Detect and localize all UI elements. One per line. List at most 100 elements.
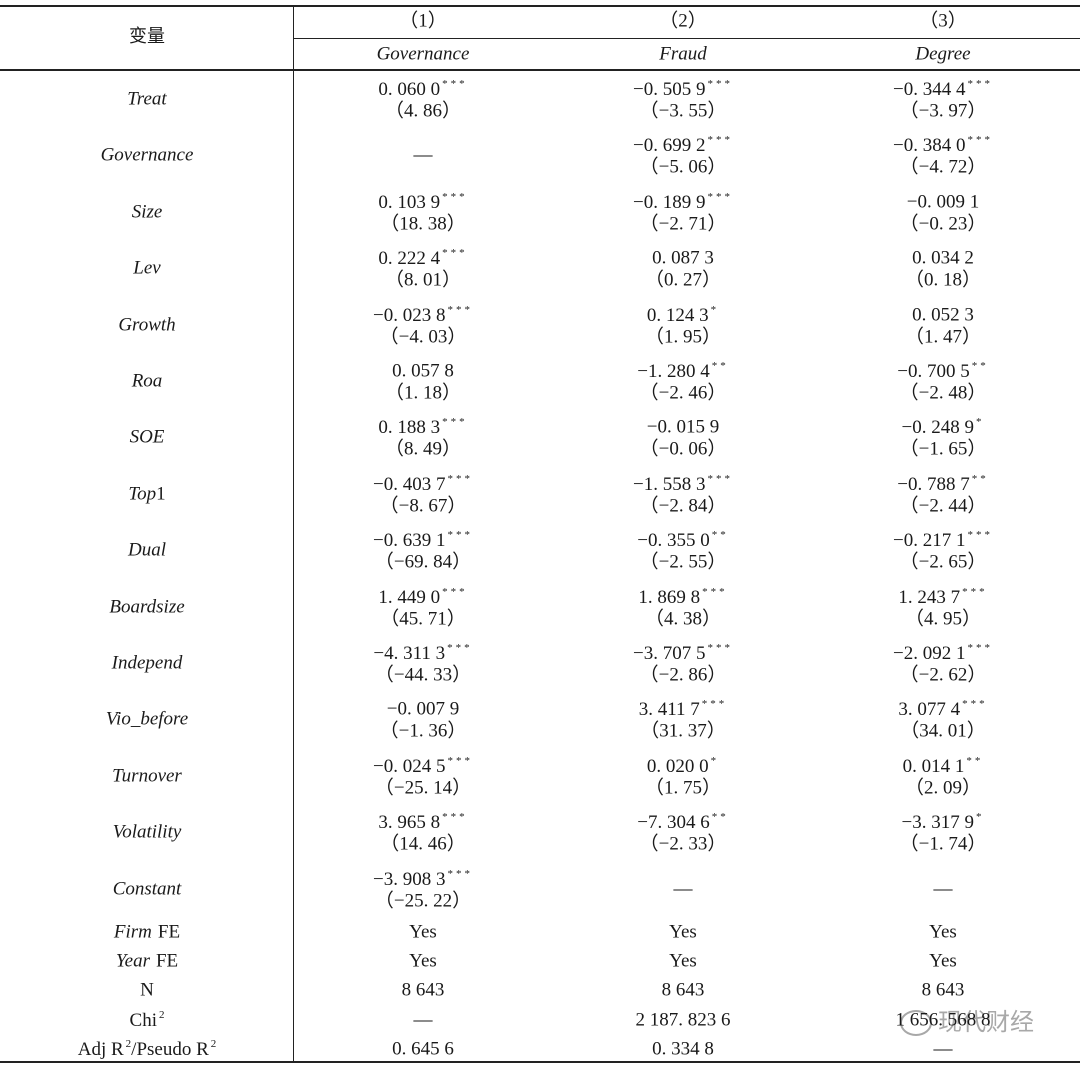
coefficient: 0. 014 1 ** (902, 754, 984, 777)
coefficient-text: Yes (409, 921, 437, 942)
label-part: Adj R (77, 1039, 124, 1061)
coefficient-text: 3. 965 8 (378, 812, 441, 834)
label-part: 2 (210, 1038, 217, 1051)
t-statistic-text: （−4. 72） (899, 156, 987, 178)
coefficient: −0. 007 9 (387, 700, 459, 719)
coefficient-text: −2. 092 1 (893, 643, 966, 664)
significance-stars: *** (962, 585, 988, 598)
coefficient-text: −0. 217 1 (893, 530, 966, 552)
coefficient: 8 643 (922, 981, 965, 1000)
coefficient: — (414, 1010, 433, 1029)
t-statistic: （8. 01） (385, 271, 461, 290)
column-number: （3） (919, 12, 967, 31)
coefficient: −0. 024 5 *** (373, 755, 473, 776)
coefficient-text: −0. 384 0 (893, 135, 966, 157)
coefficient: 8 643 (662, 981, 705, 1000)
coefficient-text: −0. 344 4 (893, 79, 966, 100)
column-number-text: （2） (659, 10, 707, 32)
t-statistic-text: （8. 01） (384, 269, 462, 291)
row-label: Year FE (116, 951, 178, 970)
coefficient-text: 0. 014 1 (902, 755, 965, 777)
t-statistic: （18. 38） (380, 214, 466, 233)
t-statistic: （14. 46） (380, 835, 466, 854)
row-label: Volatility (113, 823, 182, 842)
coefficient: −0. 009 1 (907, 192, 979, 211)
label-part: Volatility (112, 821, 182, 843)
t-statistic: （8. 49） (385, 440, 461, 459)
label-part: Vio_before (105, 708, 189, 730)
t-statistic: （1. 95） (645, 327, 721, 346)
coefficient: Yes (929, 922, 957, 941)
coefficient-text: 8 643 (661, 979, 705, 1001)
t-statistic: （−2. 33） (640, 835, 727, 854)
t-statistic: （−2. 65） (900, 553, 987, 572)
t-statistic: （−0. 06） (640, 440, 727, 459)
t-statistic: （−4. 03） (380, 327, 467, 346)
significance-stars: *** (707, 78, 733, 90)
significance-stars: *** (701, 698, 728, 711)
significance-stars: *** (707, 190, 733, 203)
label-part: FE (155, 950, 179, 972)
t-statistic: （2. 09） (905, 778, 981, 797)
row-label: Independ (112, 654, 183, 673)
t-statistic-text: （−25. 22） (374, 890, 472, 912)
significance-stars: ** (711, 811, 729, 824)
t-statistic-text: （2. 09） (904, 777, 982, 799)
label-part: Lev (133, 257, 161, 279)
coefficient: −3. 908 3 *** (373, 868, 473, 890)
significance-stars: ** (971, 360, 989, 372)
significance-stars: *** (442, 811, 468, 824)
coefficient: 0. 057 8 (392, 362, 454, 381)
significance-stars: ** (966, 754, 984, 767)
t-statistic-text: （45. 71） (380, 608, 466, 630)
coefficient-text: −1. 558 3 (633, 473, 706, 495)
coefficient-text: −3. 908 3 (373, 868, 446, 890)
t-statistic: （45. 71） (380, 609, 466, 628)
coefficient-text: 0. 124 3 (646, 304, 709, 326)
t-statistic: （−4. 72） (900, 158, 987, 177)
significance-stars: *** (962, 698, 988, 711)
column-name-text: Fraud (659, 43, 707, 65)
coefficient: 2 187. 823 6 (636, 1010, 731, 1029)
t-statistic-text: （−44. 33） (374, 664, 472, 686)
column-number-text: （1） (399, 10, 447, 32)
row-label: Dual (128, 541, 166, 560)
coefficient: 1. 869 8 *** (638, 585, 728, 607)
coefficient-text: 8 643 (921, 979, 965, 1001)
t-statistic-text: （−69. 84） (374, 551, 472, 573)
column-name: Governance (377, 45, 470, 64)
coefficient-text: 2 187. 823 6 (635, 1009, 731, 1031)
coefficient-text: −1. 280 4 (637, 361, 710, 382)
row-label: SOE (130, 428, 165, 447)
coefficient-text: −0. 248 9 (901, 417, 974, 439)
t-statistic: （−2. 84） (640, 496, 727, 515)
coefficient: Yes (669, 951, 697, 970)
coefficient: 1 656. 568 8 (896, 1010, 991, 1029)
coefficient-text: −0. 007 9 (386, 698, 460, 720)
coefficient: −0. 505 9 *** (633, 78, 733, 100)
coefficient: — (934, 879, 953, 898)
t-statistic: （1. 18） (385, 384, 461, 403)
coefficient: 8 643 (402, 981, 445, 1000)
coefficient: 3. 077 4 *** (898, 698, 988, 720)
row-label: Governance (101, 146, 194, 165)
t-statistic: （−25. 22） (375, 891, 471, 910)
header-rule (293, 38, 1080, 39)
coefficient: 0. 087 3 (652, 249, 714, 268)
t-statistic-text: （1. 18） (384, 382, 462, 404)
t-statistic: （−25. 14） (375, 778, 471, 797)
column-divider (293, 6, 294, 1062)
t-statistic: （−2. 44） (900, 496, 987, 515)
coefficient-text: — (413, 144, 433, 166)
label-part: SOE (129, 426, 165, 448)
significance-stars: *** (702, 585, 728, 598)
coefficient-text: Yes (669, 950, 697, 972)
label-part: Constant (112, 878, 182, 900)
coefficient: — (414, 146, 433, 165)
label-part: FE (157, 921, 181, 942)
t-statistic-text: （−25. 14） (374, 777, 472, 799)
t-statistic: （−2. 86） (640, 666, 727, 685)
significance-stars: *** (442, 190, 468, 203)
t-statistic: （−69. 84） (375, 553, 471, 572)
coefficient: −0. 403 7 *** (373, 473, 473, 494)
